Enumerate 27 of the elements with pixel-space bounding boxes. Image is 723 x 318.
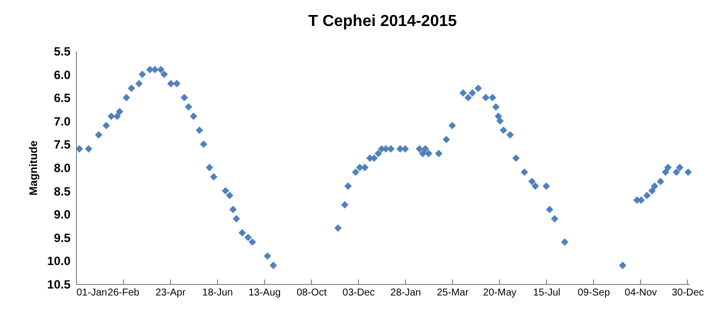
x-tick-label: 04-Nov [624,288,657,298]
x-tick-label: 25-Mar [436,288,470,298]
x-tick-label: 23-Apr [156,288,186,298]
y-tick-label: 8.5 [54,184,71,198]
x-tick-label: 08-Oct [296,288,327,298]
x-tick-label: 01-Jan [76,288,108,298]
x-tick-label: 20-May [483,288,516,298]
x-tick-label: 18-Jun [202,288,233,298]
x-tick-label: 03-Dec [342,288,375,298]
x-tick-label: 09-Sep [578,288,610,298]
y-tick-label: 9.5 [54,230,71,245]
y-axis-title: Magnitude [28,140,40,196]
x-tick-label: 28-Jan [390,288,421,298]
y-tick-label: 6.0 [54,68,71,82]
y-tick-label: 9.0 [54,208,71,222]
y-tick-label: 10.5 [47,278,71,292]
x-tick-label: 30-Dec [672,288,704,298]
y-tick-label: 6.5 [54,91,71,106]
y-tick-label: 7.0 [54,114,71,128]
y-tick-label: 8.0 [54,161,71,175]
y-tick-label: 10.0 [47,254,71,268]
y-tick-label: 7.5 [54,138,71,152]
x-tick-label: 15-Jul [533,288,560,298]
x-tick-label: 26-Feb [108,288,140,298]
y-tick-label: 5.5 [54,44,71,58]
x-tick-label: 13-Aug [248,288,281,298]
chart-title: T Cephei 2014-2015 [308,13,457,30]
